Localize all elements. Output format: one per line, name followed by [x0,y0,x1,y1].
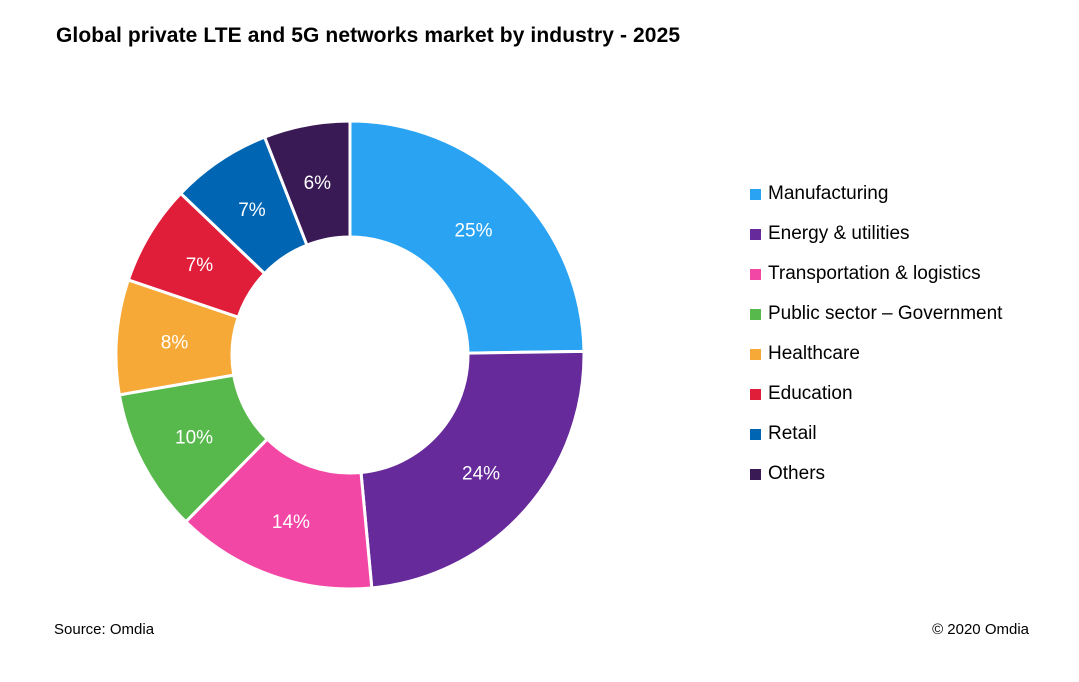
legend-swatch [750,388,761,400]
legend-swatch [750,428,761,440]
legend-item-3: Public sector – Government [750,294,1002,334]
legend-label: Public sector – Government [768,303,1003,324]
legend-swatch [750,268,761,280]
legend-swatch [750,348,761,360]
legend-item-7: Others [750,454,1002,494]
legend-label: Healthcare [768,343,860,364]
donut-slice-7 [262,119,352,248]
slice-label-7: 6% [304,173,332,194]
legend-label: Energy & utilities [768,223,910,244]
legend-label: Others [768,463,826,484]
legend-swatch [750,188,761,200]
legend-item-4: Healthcare [750,334,1002,374]
donut-slice-1 [359,349,586,590]
legend-item-5: Education [750,374,1002,414]
slice-label-4: 8% [161,332,189,353]
legend-swatch [750,468,761,480]
legend-swatch [750,228,761,240]
slice-label-5: 7% [186,255,214,276]
legend-label: Retail [768,423,817,444]
legend-item-0: Manufacturing [750,174,1002,214]
slice-label-6: 7% [238,200,266,221]
legend-swatch [750,308,761,320]
source-note: Source: Omdia [54,621,155,638]
slice-label-1: 24% [462,463,500,484]
copyright-note: © 2020 Omdia [932,621,1029,638]
slice-label-2: 14% [272,512,310,533]
chart-title: Global private LTE and 5G networks marke… [56,24,681,47]
slice-label-0: 25% [454,221,492,242]
legend-item-1: Energy & utilities [750,214,1002,254]
legend-label: Manufacturing [768,183,889,204]
legend-label: Education [768,383,853,404]
slice-label-3: 10% [175,428,213,449]
legend-label: Transportation & logistics [768,263,981,284]
legend-item-6: Retail [750,414,1002,454]
chart-legend: Manufacturing Energy & utilities Transport… [750,174,1002,494]
legend-item-2: Transportation & logistics [750,254,1002,294]
donut-slice-0 [348,119,586,355]
